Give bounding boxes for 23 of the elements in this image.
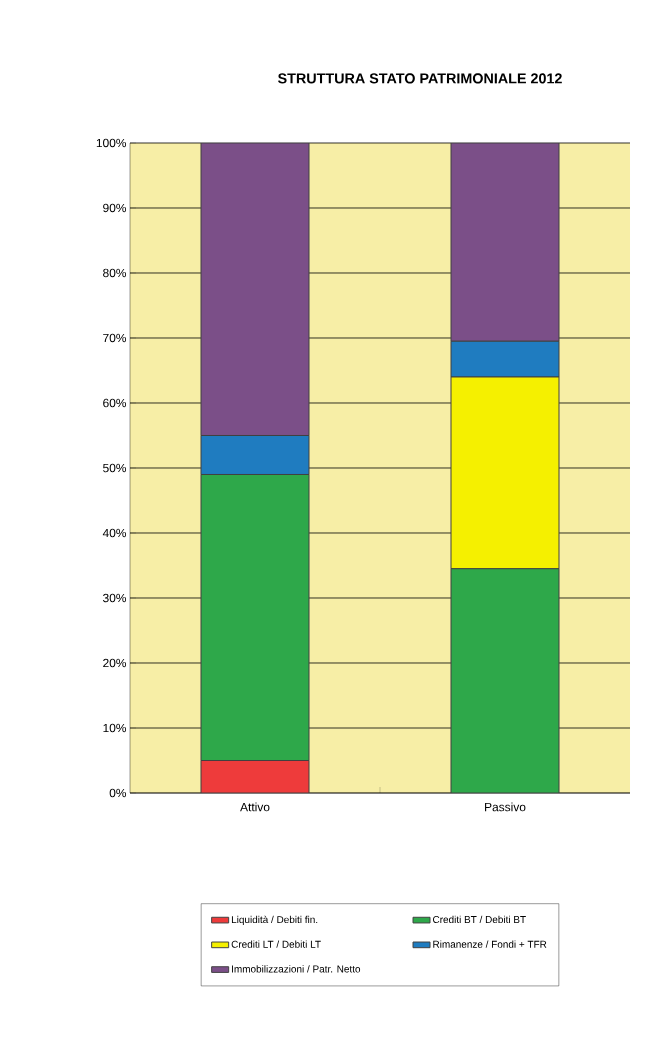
legend-label: Rimanenze / Fondi + TFR [433,940,547,948]
y-tick-label: 100% [96,138,127,148]
legend-label: Liquidità / Debiti fin. [231,915,318,926]
y-tick-label: 50% [103,463,127,473]
x-tick-label: Passivo [485,802,526,812]
legend-label: Crediti LT / Debiti LT [231,940,321,948]
y-tick-label: 40% [102,528,127,538]
legend-label: Immobilizzazioni / Patr. Netto [232,965,361,973]
y-tick-label: 20% [103,658,127,668]
y-tick-label: 0% [109,788,127,798]
x-tick-label: Attivo [240,802,270,812]
y-tick-label: 70% [103,333,127,343]
bar [200,474,310,761]
y-tick-label: 30% [103,593,127,603]
bar [450,142,560,342]
legend-label: Crediti BT / Debiti BT [433,915,526,924]
y-tick-label: 60% [103,398,127,408]
y-tick-label: 80% [103,268,127,278]
bar [450,568,560,793]
bar [200,142,310,436]
chart-title: STRUTTURA STATO PATRIMONIALE 2012 [278,73,562,84]
y-tick-label: 10% [103,723,127,733]
y-tick-label: 90% [103,203,127,213]
